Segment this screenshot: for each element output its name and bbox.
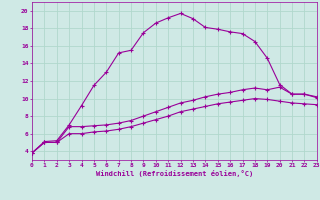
X-axis label: Windchill (Refroidissement éolien,°C): Windchill (Refroidissement éolien,°C) [96,170,253,177]
